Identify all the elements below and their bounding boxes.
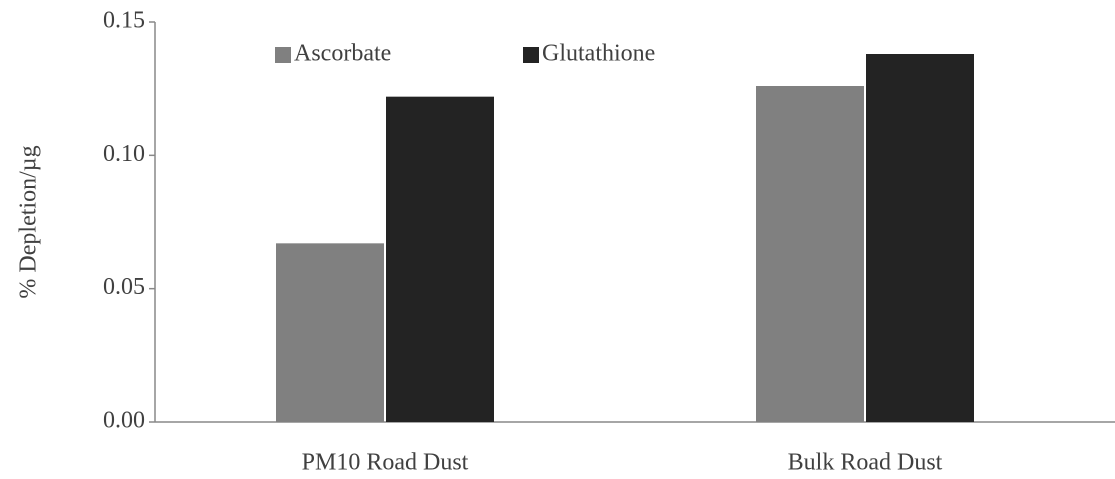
legend-swatch <box>523 47 539 63</box>
bar <box>276 243 384 422</box>
legend-label: Ascorbate <box>294 41 391 67</box>
legend-label: Glutathione <box>542 41 655 67</box>
x-tick-label: PM10 Road Dust <box>302 450 469 476</box>
bar <box>386 96 494 423</box>
y-tick-label: 0.10 <box>103 141 145 167</box>
bar <box>756 86 864 422</box>
bar <box>866 54 974 422</box>
y-axis-label: % Depletion/µg <box>16 145 42 298</box>
y-tick-label: 0.00 <box>103 408 145 434</box>
y-tick-label: 0.15 <box>103 8 145 34</box>
y-tick-label: 0.05 <box>103 274 145 300</box>
x-tick-label: Bulk Road Dust <box>788 450 943 476</box>
legend-swatch <box>275 47 291 63</box>
